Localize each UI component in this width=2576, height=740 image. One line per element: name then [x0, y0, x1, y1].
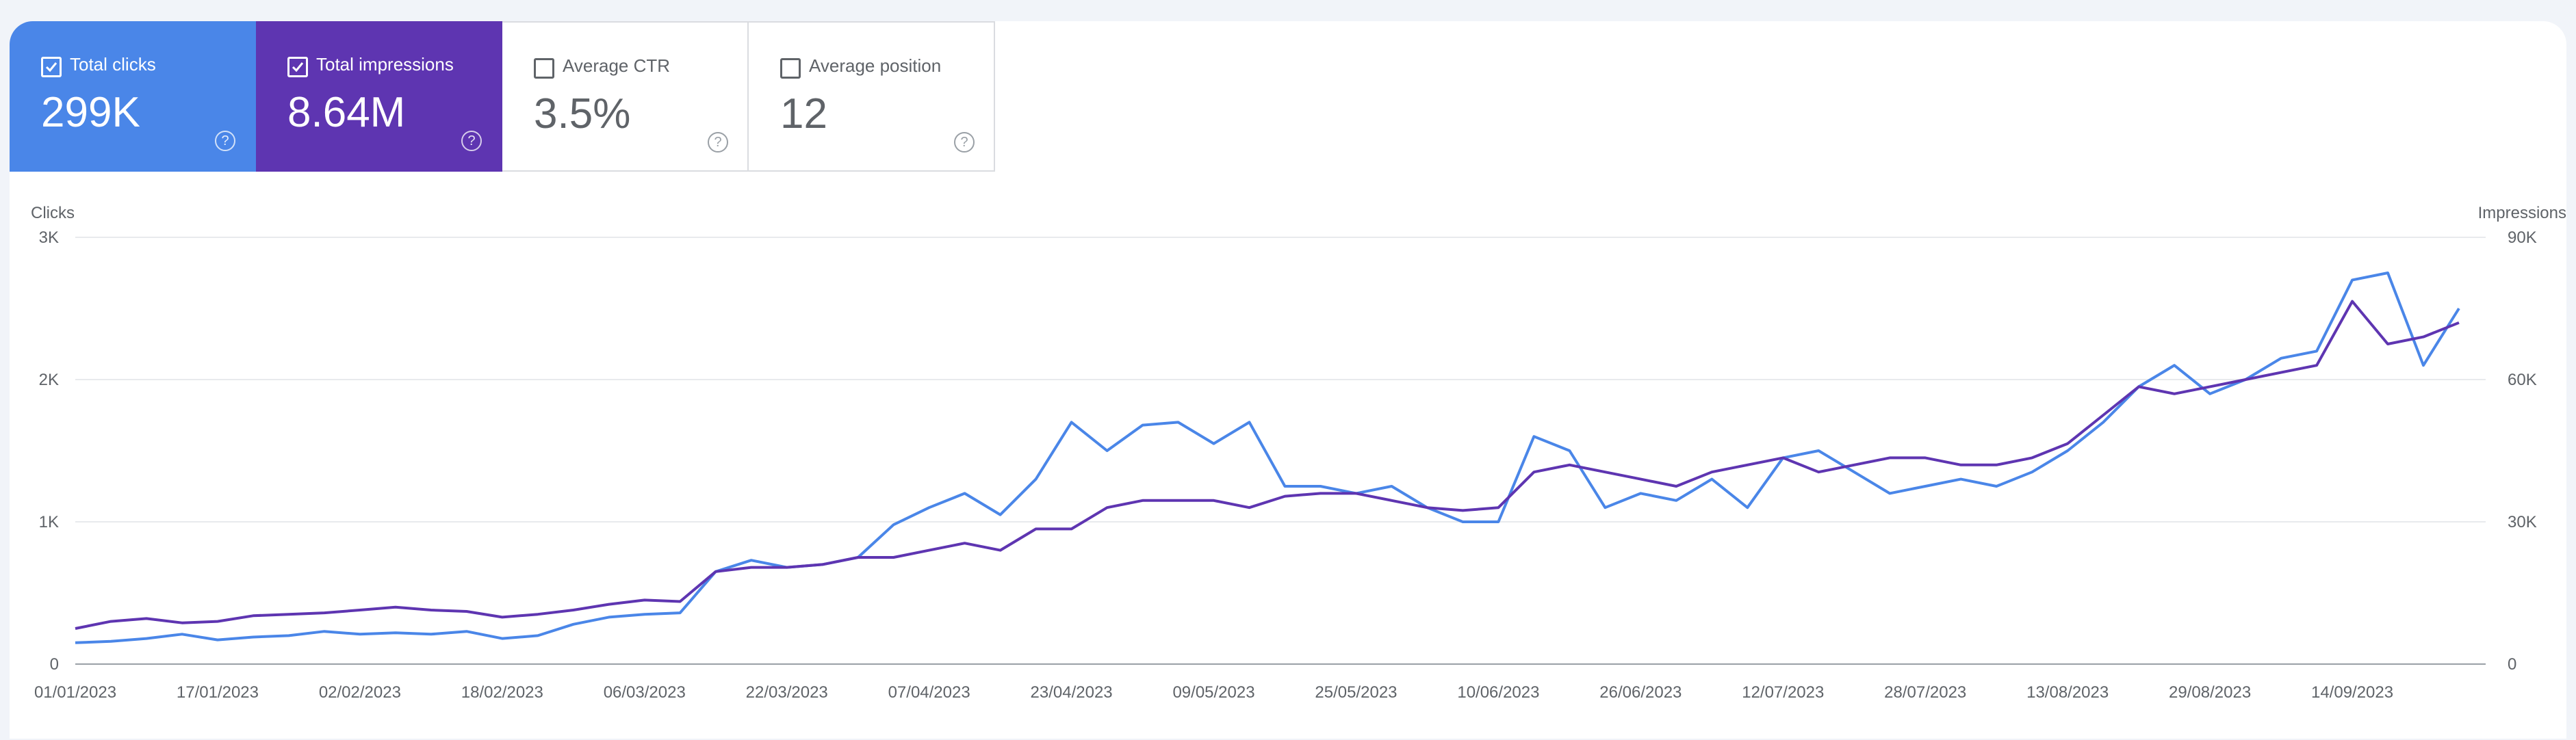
y-tick-label-right: 0 — [2508, 655, 2516, 674]
help-icon[interactable]: ? — [215, 131, 235, 151]
help-icon[interactable]: ? — [708, 132, 728, 153]
checkbox-checked-icon[interactable] — [287, 57, 308, 77]
x-tick-label: 13/08/2023 — [2026, 683, 2109, 702]
metric-tiles: Total clicks 299K ? Total impressions 8.… — [10, 21, 995, 172]
series-line-clicks — [75, 272, 2460, 644]
x-tick-label: 22/03/2023 — [746, 683, 828, 702]
x-tick-label: 06/03/2023 — [604, 683, 686, 702]
help-icon[interactable]: ? — [954, 132, 975, 153]
x-tick-label: 12/07/2023 — [1742, 683, 1824, 702]
x-tick-label: 28/07/2023 — [1884, 683, 1966, 702]
x-tick-label: 26/06/2023 — [1599, 683, 1682, 702]
x-tick-label: 14/09/2023 — [2311, 683, 2393, 702]
x-tick-label: 02/02/2023 — [319, 683, 401, 702]
y-tick-label-left: 2K — [39, 371, 59, 389]
right-axis-title: Impressions — [2477, 204, 2566, 222]
performance-card: Total clicks 299K ? Total impressions 8.… — [10, 21, 2566, 739]
metric-label: Average position — [809, 55, 942, 76]
y-tick-label-right: 30K — [2508, 513, 2537, 531]
x-tick-label: 25/05/2023 — [1315, 683, 1397, 702]
metric-tile-total-clicks[interactable]: Total clicks 299K ? — [10, 21, 256, 172]
series-line-impressions — [75, 300, 2460, 630]
y-tick-label-left: 0 — [50, 655, 59, 674]
left-axis-title: Clicks — [31, 204, 75, 222]
metric-tile-total-impressions[interactable]: Total impressions 8.64M ? — [256, 21, 502, 172]
metric-label: Average CTR — [563, 55, 671, 76]
y-tick-label-left: 1K — [39, 513, 59, 531]
metric-tile-average-position[interactable]: Average position 12 ? — [749, 21, 995, 172]
checkbox-checked-icon[interactable] — [41, 57, 62, 77]
y-tick-label-right: 90K — [2508, 228, 2537, 247]
checkbox-unchecked-icon[interactable] — [534, 58, 554, 79]
x-tick-label: 18/02/2023 — [461, 683, 543, 702]
help-icon[interactable]: ? — [461, 131, 482, 151]
x-tick-label: 29/08/2023 — [2169, 683, 2251, 702]
metric-tile-average-ctr[interactable]: Average CTR 3.5% ? — [502, 21, 749, 172]
x-tick-label: 01/01/2023 — [34, 683, 116, 702]
performance-chart: 0 1K 2K 3K 0 30K 60K 90K 01/01/2023 17/01/2023 02/… — [34, 228, 2537, 702]
metric-label: Total clicks — [70, 54, 156, 75]
metric-value: 12 — [780, 90, 827, 137]
x-tick-label: 10/06/2023 — [1457, 683, 1539, 702]
metric-value: 8.64M — [287, 89, 406, 136]
x-tick-label: 07/04/2023 — [888, 683, 970, 702]
y-tick-label-right: 60K — [2508, 371, 2537, 389]
metric-value: 3.5% — [534, 90, 631, 137]
checkbox-unchecked-icon[interactable] — [780, 58, 801, 79]
metric-label: Total impressions — [316, 54, 454, 75]
y-tick-label-left: 3K — [39, 228, 59, 247]
metric-value: 299K — [41, 89, 140, 136]
x-tick-label: 17/01/2023 — [177, 683, 259, 702]
x-tick-label: 23/04/2023 — [1031, 683, 1113, 702]
x-tick-label: 09/05/2023 — [1172, 683, 1254, 702]
